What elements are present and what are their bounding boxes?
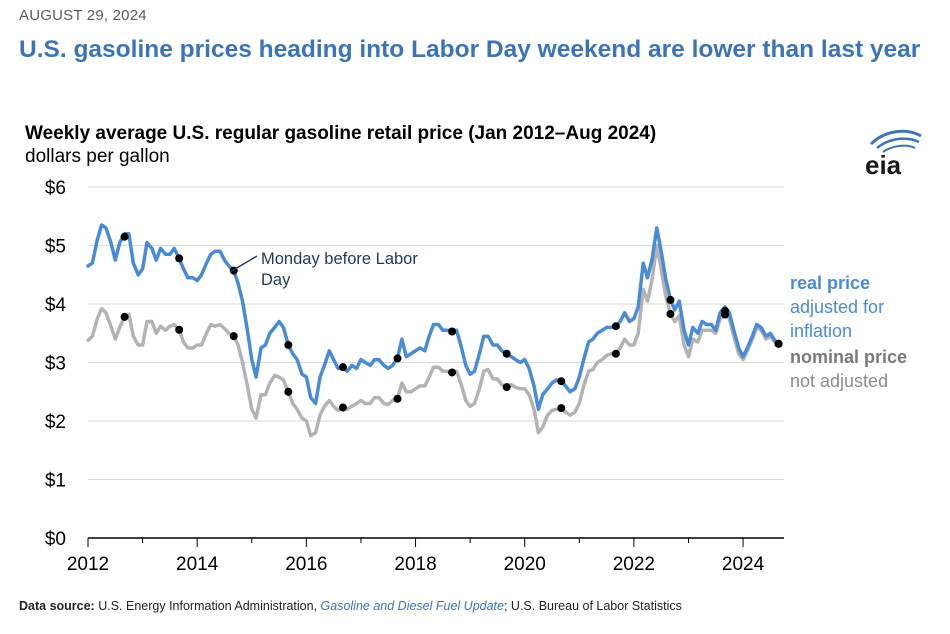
gridlines — [88, 186, 784, 539]
x-tick-label: 2016 — [285, 554, 327, 575]
labor-day-point — [557, 377, 566, 386]
labor-day-point — [666, 295, 675, 304]
source-text-1: U.S. Energy Information Administration, — [94, 599, 321, 613]
labor-day-point — [284, 340, 293, 349]
legend-real-label: real price — [790, 273, 871, 293]
legend-nominal-label: nominal price — [790, 347, 908, 367]
labor-day-markers — [120, 232, 783, 413]
y-tick-label: $5 — [45, 237, 66, 258]
y-tick-label: $0 — [45, 529, 66, 550]
x-tick-label: 2012 — [67, 554, 109, 575]
legend-nominal-price: nominal price not adjusted — [790, 345, 907, 393]
labor-day-point — [774, 339, 783, 348]
x-axis-ticks: 2012 2014 2016 2018 2020 2022 2024 — [67, 538, 765, 575]
headline: U.S. gasoline prices heading into Labor … — [19, 36, 921, 63]
x-tick-label: 2024 — [722, 554, 765, 575]
labor-day-point — [557, 404, 566, 413]
labor-day-point — [338, 363, 347, 372]
legend-nominal-sub: not adjusted — [790, 371, 889, 391]
y-tick-label: $6 — [45, 178, 66, 199]
labor-day-point — [611, 349, 620, 358]
labor-day-point — [666, 309, 675, 318]
annotation-leader-line — [229, 255, 258, 273]
labor-day-point — [448, 368, 457, 377]
x-tick-label: 2020 — [504, 554, 546, 575]
series-lines — [86, 223, 781, 438]
real-price-line — [86, 223, 781, 412]
y-tick-label: $4 — [45, 295, 67, 316]
data-source-footer: Data source: U.S. Energy Information Adm… — [19, 599, 682, 613]
labor-day-point — [120, 232, 129, 241]
labor-day-point — [502, 349, 511, 358]
logo-text: eia — [865, 150, 902, 178]
labor-day-point — [229, 332, 238, 341]
x-tick-label: 2018 — [394, 554, 436, 575]
y-tick-label: $1 — [45, 471, 66, 492]
labor-day-point — [175, 325, 184, 334]
x-tick-label: 2014 — [176, 554, 219, 575]
labor-day-point — [611, 322, 620, 331]
labor-day-point — [120, 312, 129, 321]
labor-day-point — [175, 254, 184, 263]
labor-day-point — [502, 383, 511, 392]
source-text-2: ; U.S. Bureau of Labor Statistics — [503, 599, 682, 613]
legend-real-price: real price adjusted for inflation — [790, 271, 930, 343]
nominal-price-line — [86, 243, 781, 438]
y-tick-label: $2 — [45, 412, 66, 433]
source-link[interactable]: Gasoline and Diesel Fuel Update — [320, 599, 504, 613]
eia-logo-icon: eia — [865, 129, 922, 178]
y-tick-label: $3 — [45, 354, 66, 375]
x-tick-label: 2022 — [613, 554, 655, 575]
annotation-monday-before-labor-day: Monday before Labor Day — [261, 250, 418, 289]
legend-real-sub: adjusted for inflation — [790, 297, 885, 341]
labor-day-point — [338, 403, 347, 412]
labor-day-point — [721, 310, 730, 319]
chart-title: Weekly average U.S. regular gasoline ret… — [25, 123, 657, 144]
publication-date: AUGUST 29, 2024 — [19, 7, 147, 24]
source-label: Data source: — [19, 599, 95, 613]
labor-day-point — [393, 354, 402, 363]
y-axis-ticks: $0 $1 $2 $3 $4 $5 $6 — [45, 178, 67, 550]
labor-day-point — [393, 394, 402, 403]
labor-day-point — [284, 387, 293, 396]
chart-subtitle: dollars per gallon — [25, 146, 170, 167]
labor-day-point — [448, 327, 457, 336]
